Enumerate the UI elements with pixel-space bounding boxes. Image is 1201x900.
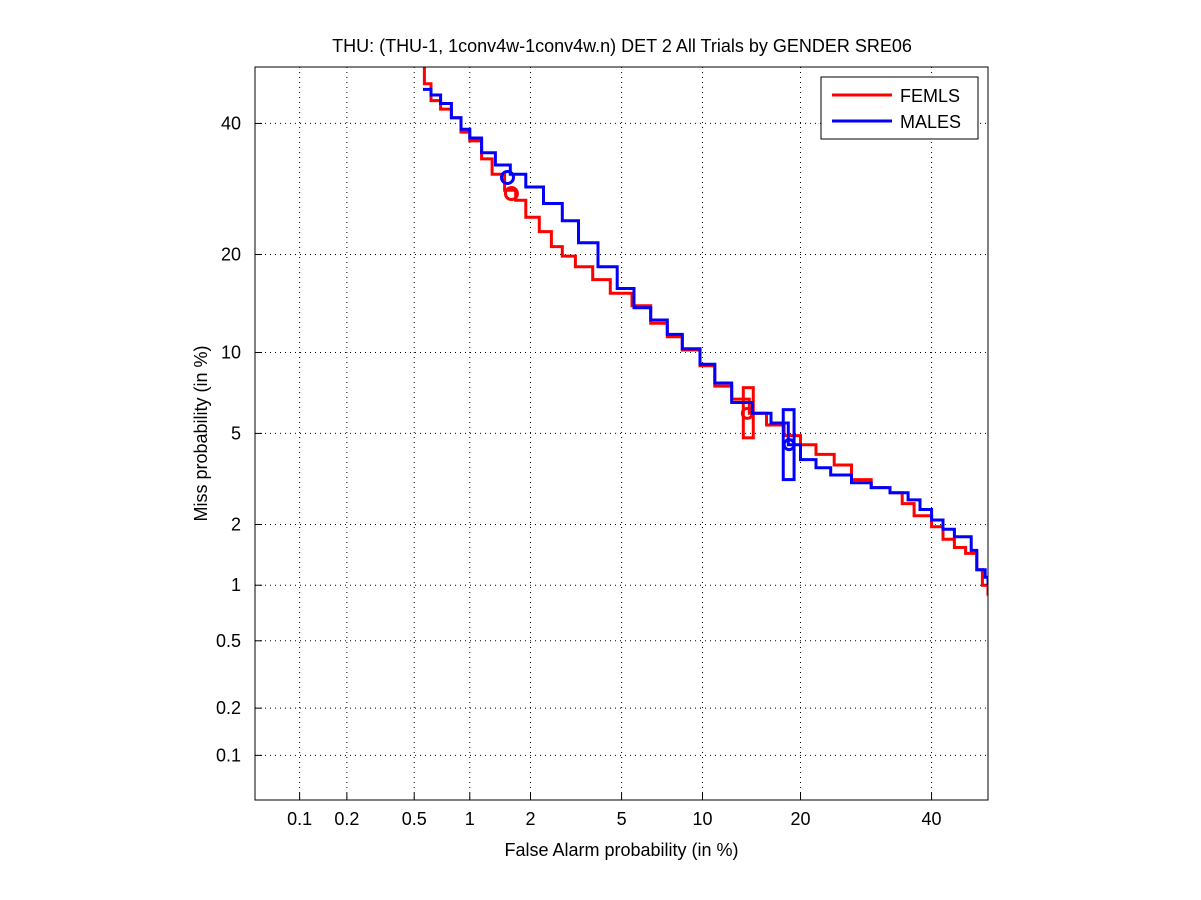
x-tick-label: 40 xyxy=(922,809,942,829)
chart-title: THU: (THU-1, 1conv4w-1conv4w.n) DET 2 Al… xyxy=(332,36,912,56)
y-tick-label: 0.5 xyxy=(216,631,241,651)
x-tick-label: 1 xyxy=(465,809,475,829)
legend-label-males: MALES xyxy=(900,112,961,132)
y-tick-label: 0.1 xyxy=(216,745,241,765)
y-tick-label: 0.2 xyxy=(216,698,241,718)
x-tick-label: 5 xyxy=(617,809,627,829)
x-tick-label: 0.2 xyxy=(334,809,359,829)
y-axis-label: Miss probability (in %) xyxy=(191,345,211,521)
y-tick-label: 10 xyxy=(221,342,241,362)
legend-label-femls: FEMLS xyxy=(900,86,960,106)
min-dcf-point-males xyxy=(782,438,796,452)
x-tick-label: 2 xyxy=(525,809,535,829)
x-tick-label: 20 xyxy=(791,809,811,829)
y-tick-label: 2 xyxy=(231,514,241,534)
ticks: 0.1 0.2 0.5 1 2 5 10 20 40 0.1 0.2 0.5 1 2 5 10 20 40 xyxy=(216,113,942,829)
y-tick-label: 5 xyxy=(231,423,241,443)
x-tick-label: 0.1 xyxy=(287,809,312,829)
series-line-femls xyxy=(422,67,988,596)
actual-dcf-point-femls xyxy=(503,186,519,202)
legend-box xyxy=(820,76,979,140)
grid xyxy=(255,67,988,800)
x-axis-label: False Alarm probability (in %) xyxy=(504,840,738,860)
series-line-males xyxy=(423,87,988,586)
x-tick-label: 10 xyxy=(693,809,713,829)
series-layer xyxy=(422,67,988,596)
plot-frame xyxy=(254,66,989,801)
x-tick-label: 0.5 xyxy=(402,809,427,829)
legend: FEMLS MALES xyxy=(820,76,979,140)
y-tick-label: 40 xyxy=(221,113,241,133)
y-tick-label: 20 xyxy=(221,244,241,264)
actual-dcf-point-males xyxy=(499,169,515,185)
y-tick-label: 1 xyxy=(231,575,241,595)
